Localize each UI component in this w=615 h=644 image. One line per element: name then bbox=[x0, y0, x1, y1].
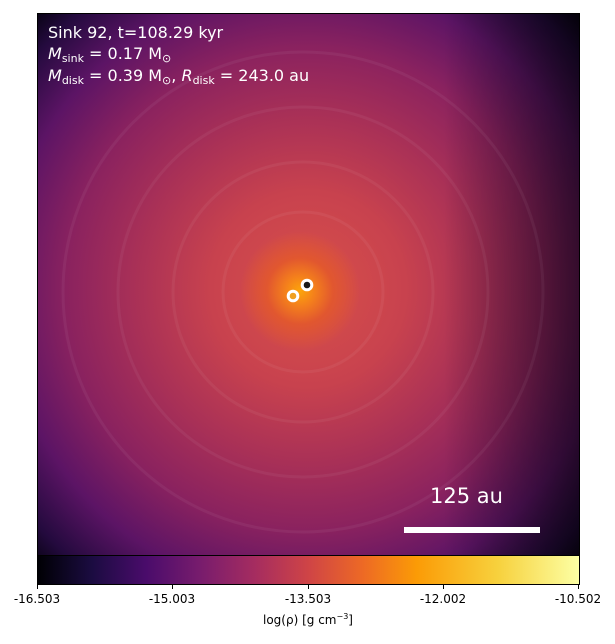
sink-mass-annotation: Msink = 0.17 M⊙ bbox=[48, 43, 171, 69]
colorbar-tick-label: -13.503 bbox=[284, 592, 332, 606]
rdisk-symbol: R bbox=[181, 66, 193, 85]
colorbar-tick bbox=[578, 584, 579, 589]
colorbar bbox=[37, 555, 580, 585]
disk-core bbox=[240, 231, 360, 351]
spiral-structure bbox=[61, 50, 545, 534]
disk-annotation: Mdisk = 0.39 M⊙, Rdisk = 243.0 au bbox=[48, 65, 309, 91]
colorbar-tick-label: -15.003 bbox=[148, 592, 196, 606]
rdisk-subscript: disk bbox=[192, 74, 215, 87]
colorbar-tick bbox=[443, 584, 444, 589]
colorbar-tick bbox=[37, 584, 38, 589]
mdisk-sun-symbol: ⊙ bbox=[162, 74, 172, 87]
mdisk-symbol: M bbox=[48, 66, 62, 85]
colorbar-tick-label: -12.002 bbox=[419, 592, 467, 606]
msink-sun-symbol: ⊙ bbox=[162, 52, 172, 65]
colorbar-label-close: ] bbox=[348, 613, 353, 627]
msink-value: = 0.17 M bbox=[83, 44, 163, 63]
scale-bar-label: 125 au bbox=[430, 484, 503, 508]
colorbar-tick bbox=[308, 584, 309, 589]
rdisk-value: = 243.0 au bbox=[214, 66, 310, 85]
colorbar-label: log(ρ) [g cm−3] bbox=[263, 612, 353, 627]
density-map-image bbox=[38, 14, 579, 555]
scale-bar bbox=[404, 527, 540, 533]
msink-subscript: sink bbox=[61, 52, 84, 65]
sink-marker-secondary bbox=[286, 289, 300, 303]
colorbar-tick-label: -16.503 bbox=[13, 592, 61, 606]
mdisk-separator: , bbox=[171, 66, 182, 85]
msink-symbol: M bbox=[48, 44, 62, 63]
mdisk-value: = 0.39 M bbox=[83, 66, 163, 85]
mdisk-subscript: disk bbox=[61, 74, 84, 87]
colorbar-tick-label: -10.502 bbox=[554, 592, 602, 606]
density-map-panel: Sink 92, t=108.29 kyr Msink = 0.17 M⊙ Md… bbox=[37, 13, 580, 556]
colorbar-label-main: log(ρ) [g cm bbox=[263, 613, 337, 627]
sink-marker-primary bbox=[300, 278, 314, 292]
colorbar-label-exponent: −3 bbox=[336, 612, 349, 621]
colorbar-tick bbox=[172, 584, 173, 589]
sink-title-annotation: Sink 92, t=108.29 kyr bbox=[48, 23, 224, 42]
